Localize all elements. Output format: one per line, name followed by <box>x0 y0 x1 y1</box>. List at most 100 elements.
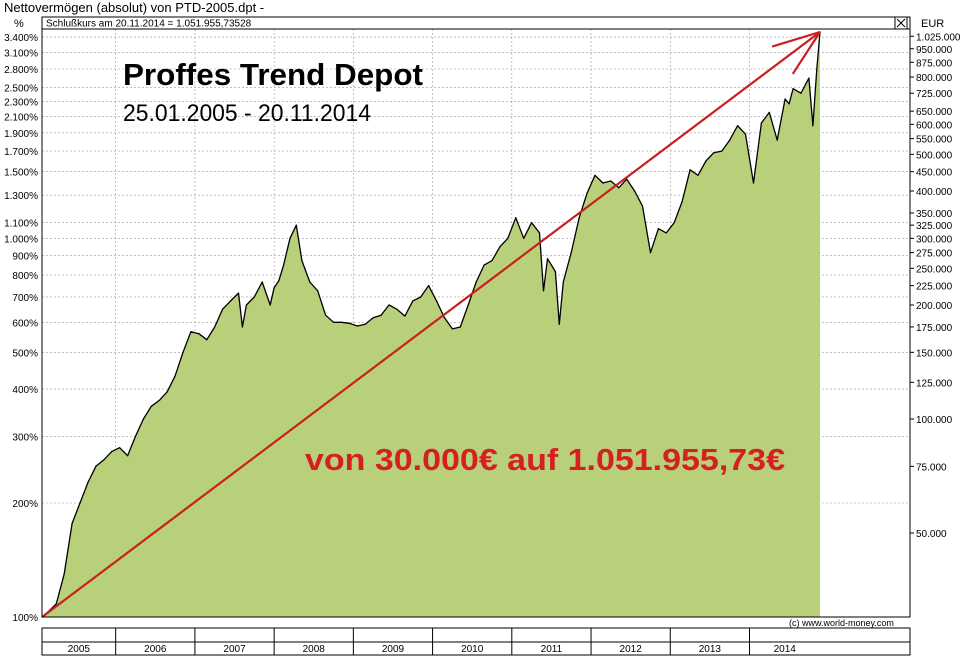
right-tick-label: 75.000 <box>916 462 947 473</box>
data-point <box>515 217 517 219</box>
data-point <box>776 139 778 141</box>
data-point <box>214 326 216 328</box>
data-point <box>475 281 477 283</box>
data-point <box>283 264 285 266</box>
right-tick-label: 125.000 <box>916 378 953 389</box>
data-point <box>79 502 81 504</box>
data-point <box>523 237 525 239</box>
x-axis: 2005 2006 2007 2008 2009 2010 2011 2012 2013 2014 <box>41 627 911 656</box>
data-point <box>245 304 248 306</box>
data-point <box>729 139 731 141</box>
data-point <box>317 290 319 292</box>
data-point <box>340 321 343 323</box>
data-point <box>800 92 802 94</box>
data-point <box>546 258 549 260</box>
data-point <box>665 232 667 234</box>
data-point <box>396 308 398 310</box>
x-tick-label: 2007 <box>223 644 246 655</box>
right-tick-label: 450.000 <box>916 168 953 179</box>
annotation-text: von 30.000€ auf 1.051.955,73€ <box>305 442 785 477</box>
data-point <box>558 323 560 325</box>
data-point <box>428 285 430 287</box>
data-point <box>87 481 89 484</box>
data-point <box>166 391 168 393</box>
data-point <box>752 182 755 184</box>
right-tick-label: 100.000 <box>916 415 953 426</box>
x-tick-label: 2005 <box>68 644 91 655</box>
data-point <box>641 205 644 207</box>
data-point <box>142 418 145 420</box>
data-point <box>594 174 596 176</box>
left-tick-label: 400% <box>12 385 38 396</box>
left-tick-label: 200% <box>12 499 38 510</box>
data-point <box>372 317 374 319</box>
right-tick-label: 950.000 <box>916 45 953 56</box>
data-point <box>435 300 438 302</box>
data-point <box>812 125 814 127</box>
left-tick-label: 1.100% <box>4 219 38 230</box>
x-tick-label: 2013 <box>699 644 722 655</box>
left-tick-label: 2.500% <box>4 84 38 95</box>
close-box-icon[interactable] <box>894 16 908 30</box>
data-point <box>542 290 545 292</box>
right-tick-label: 150.000 <box>916 348 953 359</box>
left-axis: 100% 200% 300% 400% 500% 600% 700% 800% 900% 1.00… <box>4 33 38 624</box>
data-point <box>610 180 612 182</box>
data-point <box>649 252 652 254</box>
data-point <box>657 228 659 230</box>
left-tick-label: 900% <box>12 252 38 263</box>
chart-subtitle: 25.01.2005 - 20.11.2014 <box>123 100 371 127</box>
data-point <box>237 292 240 294</box>
data-point <box>348 322 350 324</box>
data-point <box>95 465 97 467</box>
right-tick-label: 200.000 <box>916 301 953 312</box>
data-point <box>289 237 291 239</box>
trend-arrowhead <box>771 30 821 48</box>
data-point <box>71 522 73 525</box>
data-point <box>586 192 588 194</box>
data-point <box>119 447 121 449</box>
left-tick-label: 2.300% <box>4 97 38 108</box>
right-tick-label: 500.000 <box>916 150 953 161</box>
data-point <box>554 271 556 273</box>
left-tick-label: 1.500% <box>4 168 38 179</box>
right-axis: 50.000 75.000 100.000 125.000 150.000 175.000… <box>910 32 960 540</box>
data-point <box>744 133 747 135</box>
data-point <box>420 296 422 298</box>
trend-arrowhead <box>791 31 821 75</box>
left-tick-label: 1.900% <box>4 129 38 140</box>
data-point <box>681 201 683 203</box>
right-tick-label: 250.000 <box>916 264 953 275</box>
data-point <box>673 222 675 224</box>
x-tick-label: 2010 <box>461 644 484 655</box>
trend-line <box>41 31 821 618</box>
data-point <box>174 375 176 377</box>
data-point <box>388 304 390 306</box>
data-point <box>499 246 501 248</box>
data-point <box>111 451 113 453</box>
right-tick-label: 175.000 <box>916 323 953 334</box>
data-point <box>325 314 327 316</box>
data-point <box>356 325 358 327</box>
data-point <box>301 260 303 262</box>
right-tick-label: 325.000 <box>916 221 953 232</box>
status-line: Schlußkurs am 20.11.2014 = 1.051.955,735… <box>46 19 252 30</box>
right-tick-label: 800.000 <box>916 73 953 84</box>
data-point <box>788 103 790 105</box>
data-point <box>229 300 232 302</box>
data-point <box>697 174 699 176</box>
left-tick-label: 2.100% <box>4 112 38 123</box>
x-tick-label: 2006 <box>144 644 167 655</box>
data-point <box>721 150 723 152</box>
left-tick-label: 300% <box>12 432 38 443</box>
left-tick-label: 1.300% <box>4 191 38 202</box>
window-title: Nettovermögen (absolut) von PTD-2005.dpt… <box>4 0 265 15</box>
data-point <box>634 190 636 192</box>
data-point <box>792 88 794 90</box>
data-point <box>412 300 414 302</box>
left-tick-label: 3.400% <box>4 33 38 44</box>
data-point <box>134 435 137 437</box>
data-point <box>63 573 65 575</box>
x-tick-label: 2011 <box>541 644 563 655</box>
x-tick-label: 2008 <box>303 644 326 655</box>
